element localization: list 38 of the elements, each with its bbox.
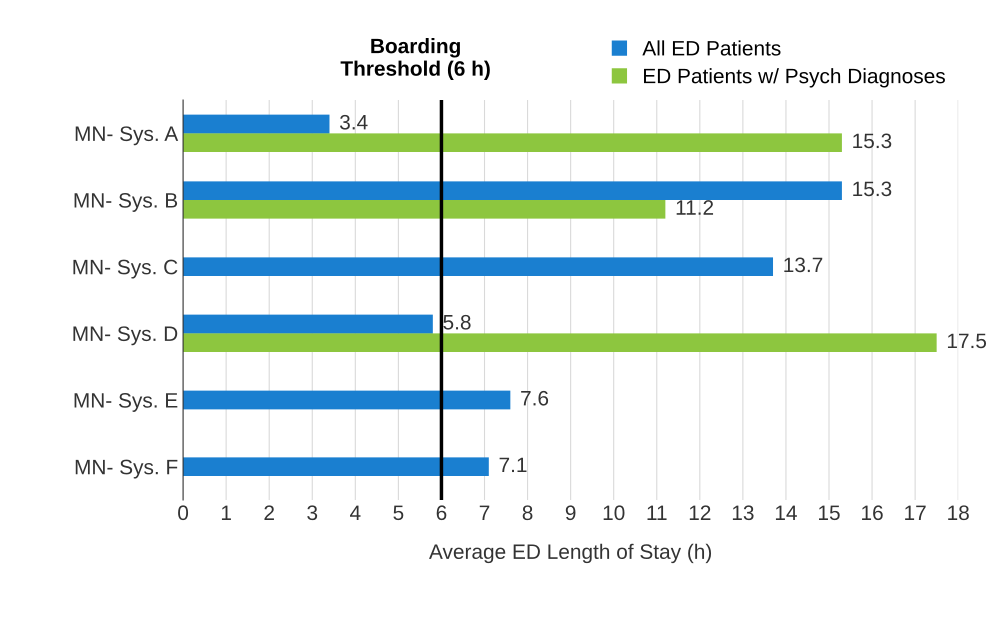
data-label: 7.6 [521,390,548,406]
data-label: 7.1 [500,458,526,472]
ref-line-label: Boarding Threshold (6 h) [340,38,490,80]
x-tick-label: 7 [480,506,490,520]
y-tick-label: MN- Sys. B [74,193,178,212]
x-tick-label: 14 [776,506,797,520]
x-tick-label: 9 [566,505,576,520]
x-tick-label: 18 [948,505,969,520]
x-tick-label: 6 [436,505,446,520]
x-tick-label: 13 [732,505,754,520]
x-tick-label: 0 [178,505,188,520]
x-tick-label: 4 [350,506,361,520]
y-tick-label: MN- Sys. A [76,126,178,146]
data-label: 11.2 [676,200,714,215]
y-tick-label: MN- Sys. D [73,326,178,346]
x-tick-label: 16 [862,505,883,520]
data-label: 15.3 [853,182,892,196]
legend-label: All ED Patients [642,40,781,56]
x-tick-label: 17 [905,506,926,520]
data-label: 15.3 [853,134,892,148]
x-tick-label: 5 [393,506,404,520]
x-tick-label: 3 [307,505,318,520]
x-tick-label: 2 [264,505,274,520]
x-axis-title: Average ED Length of Stay (h) [429,544,712,564]
x-tick-label: 1 [222,506,231,520]
y-tick-label: MN- Sys. E [74,393,178,412]
data-label: 5.8 [443,314,471,330]
legend-label: ED Patients w/ Psych Diagnoses [644,68,945,88]
data-label: 13.7 [784,258,822,272]
data-label: 3.4 [340,114,368,130]
x-tick-label: 12 [690,505,710,520]
y-tick-label: MN- Sys. F [76,460,178,479]
x-tick-label: 11 [648,506,667,520]
x-tick-label: 8 [522,505,532,520]
x-tick-label: 15 [819,506,840,520]
y-tick-label: MN- Sys. C [73,260,178,279]
x-tick-label: 10 [604,505,624,520]
data-label: 17.5 [948,334,986,348]
